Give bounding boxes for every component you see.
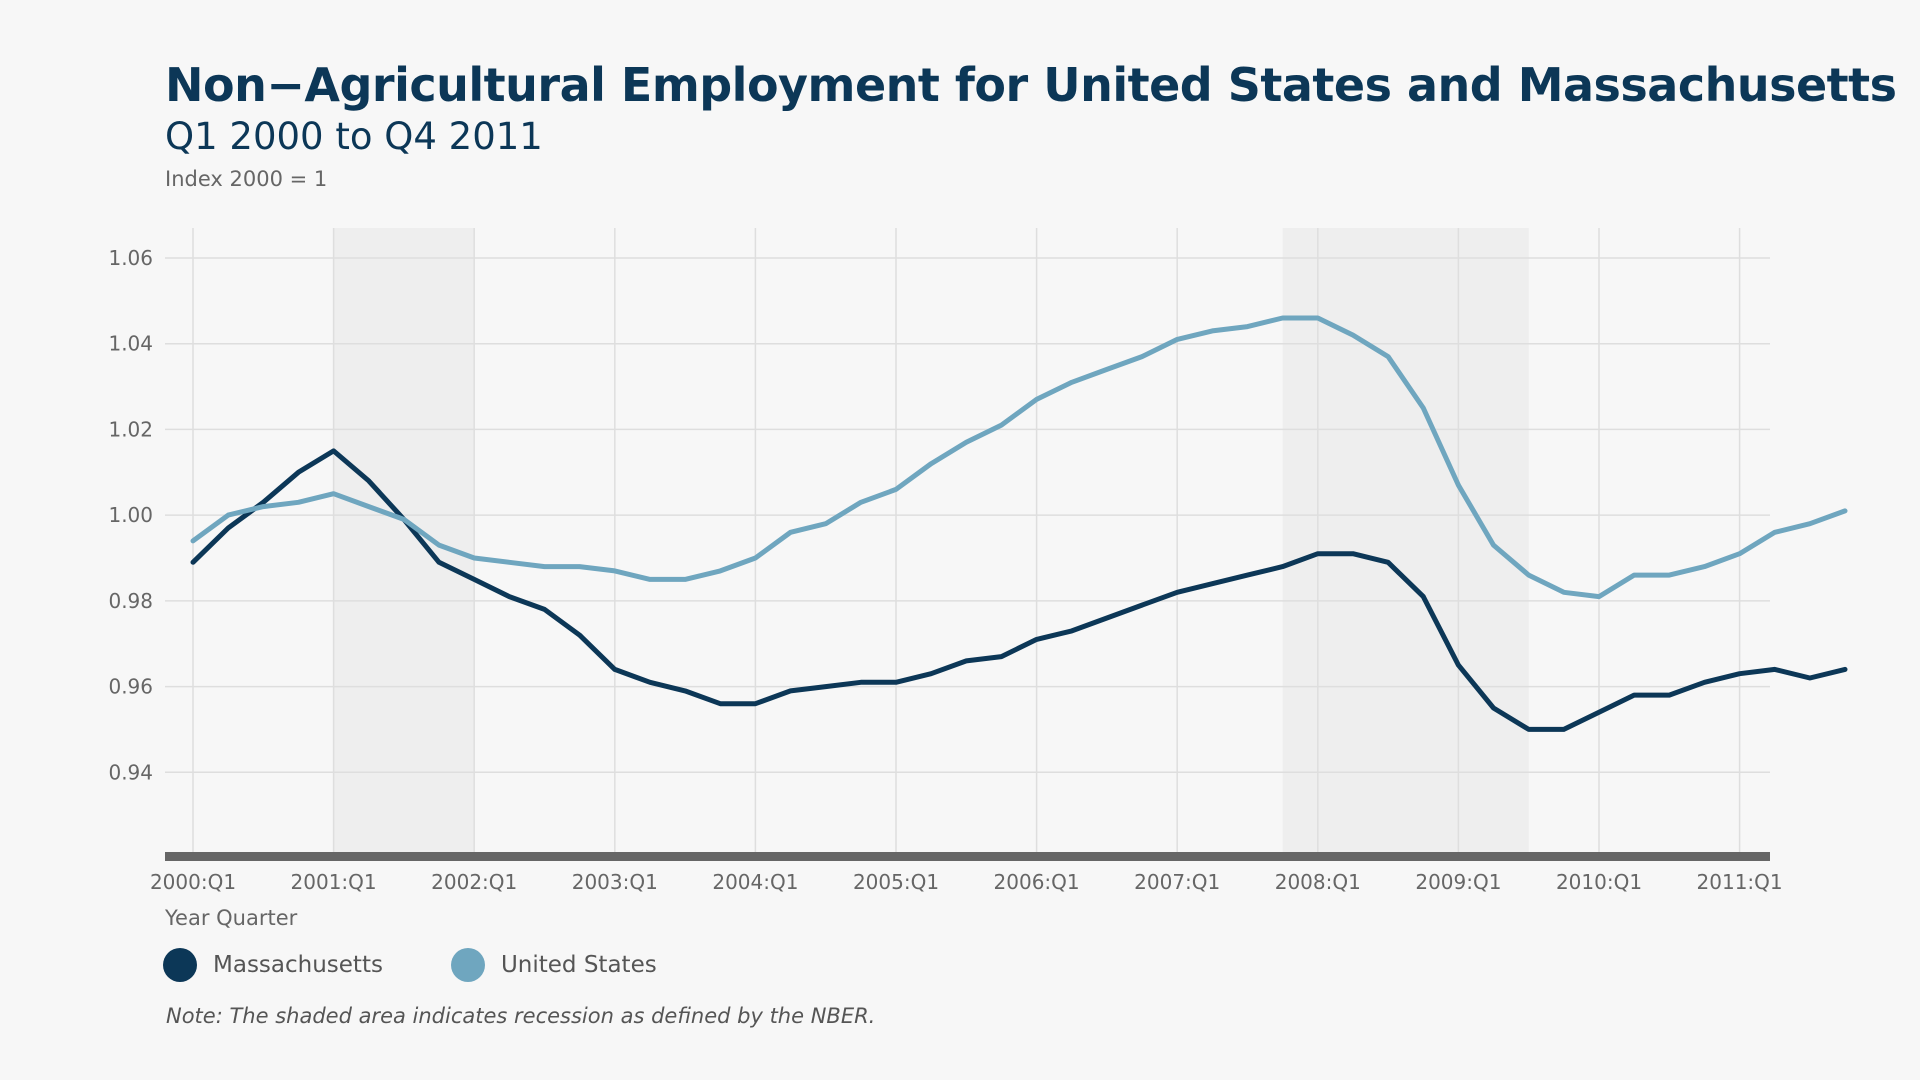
x-tick-label: 2000:Q1 <box>150 870 236 894</box>
legend-label-massachusetts: Massachusetts <box>213 952 383 978</box>
legend-item-united-states: United States <box>450 948 657 982</box>
legend-swatch-united-states <box>450 948 485 982</box>
x-tick-label: 2008:Q1 <box>1275 870 1361 894</box>
x-tick-label: 2011:Q1 <box>1697 870 1783 894</box>
legend-swatch-massachusetts <box>163 948 197 982</box>
x-tick-label: 2001:Q1 <box>291 870 377 894</box>
x-tick-label: 2010:Q1 <box>1556 870 1642 894</box>
recession-band-2 <box>1282 228 1529 858</box>
x-tick-label: 2005:Q1 <box>853 870 939 894</box>
y-tick-label: 0.96 <box>108 675 153 699</box>
x-tick-label: 2006:Q1 <box>994 870 1080 894</box>
y-tick-label: 1.04 <box>108 332 153 356</box>
y-tick-label: 1.02 <box>108 417 153 441</box>
x-tick-label: 2007:Q1 <box>1134 870 1220 894</box>
chart-subtitle: Q1 2000 to Q4 2011 <box>165 115 543 158</box>
legend-item-massachusetts: Massachusetts <box>163 948 383 982</box>
x-axis-line <box>165 852 1770 861</box>
series-line-united-states <box>190 315 1848 600</box>
y-tick-label: 1.06 <box>108 246 153 270</box>
x-tick-label: 2004:Q1 <box>712 870 798 894</box>
chart-title: Non−Agricultural Employment for United S… <box>165 58 1897 112</box>
x-tick-label: 2009:Q1 <box>1415 870 1501 894</box>
x-axis-title: Year Quarter <box>164 906 298 930</box>
y-tick-label: 0.94 <box>108 760 153 784</box>
x-tick-label: 2003:Q1 <box>572 870 658 894</box>
y-tick-label: 0.98 <box>108 589 153 613</box>
x-tick-label: 2002:Q1 <box>431 870 517 894</box>
series-line-massachusetts <box>190 448 1848 732</box>
footnote: Note: The shaded area indicates recessio… <box>166 1004 876 1028</box>
legend-label-united-states: United States <box>500 952 657 978</box>
recession-band-1 <box>333 228 475 858</box>
legend: Massachusetts United States <box>163 948 725 982</box>
y-tick-label: 1.00 <box>108 503 153 527</box>
index-label: Index 2000 = 1 <box>165 167 328 191</box>
